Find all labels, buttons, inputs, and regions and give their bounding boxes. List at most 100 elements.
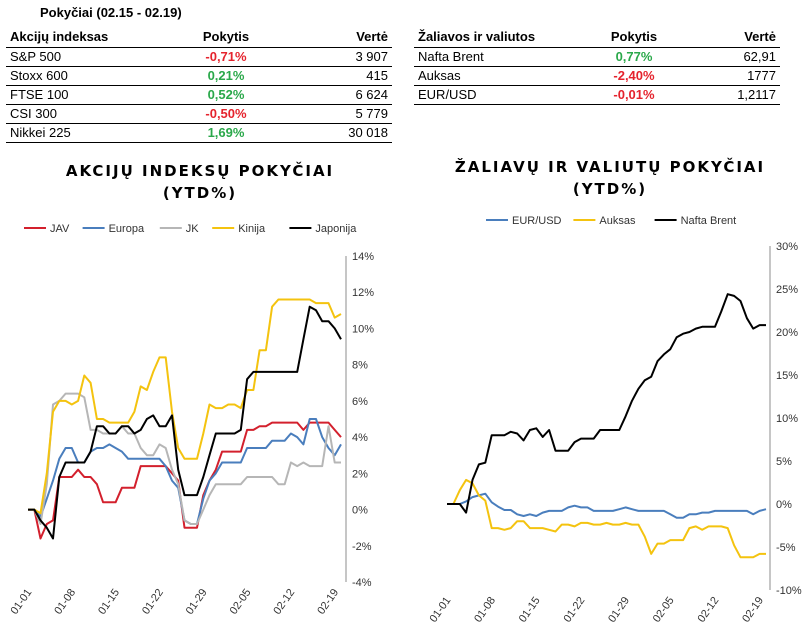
chart1-x-tick-label: 01-22 (140, 587, 166, 617)
chart2-title-block: ŽALIAVŲ IR VALIUTŲ POKYČIAI (YTD%) (410, 156, 810, 200)
chart1-y-tick-label: 12% (352, 287, 374, 299)
chart1-y-tick-label: 6% (352, 396, 368, 408)
chart2-y-tick-label: 10% (776, 413, 798, 425)
chart1-series-europa (28, 418, 342, 525)
chart2-series-eur-usd (447, 492, 767, 519)
table-row: Stoxx 600 0,21% 415 (6, 66, 392, 86)
table-row: FTSE 100 0,52% 6 624 (6, 85, 392, 105)
table-row: Nafta Brent 0,77% 62,91 (414, 47, 780, 67)
chart2-y-tick-label: 30% (776, 241, 798, 253)
chart1-legend-label: JAV (50, 223, 70, 235)
row-name: CSI 300 (6, 104, 172, 124)
header-value: Vertė (280, 27, 392, 48)
chart1-legend-label: JK (186, 223, 200, 235)
chart2-y-tick-label: 5% (776, 456, 792, 468)
chart1-x-tick-label: 02-19 (315, 587, 341, 617)
chart1-y-tick-label: 10% (352, 323, 374, 335)
header-index: Akcijų indeksas (6, 27, 172, 48)
row-name: EUR/USD (414, 85, 580, 105)
table-row: CSI 300 -0,50% 5 779 (6, 104, 392, 124)
row-change: -0,01% (580, 85, 688, 105)
indices-table: Akcijų indeksas Pokytis Vertė S&P 500 -0,… (6, 27, 392, 143)
table-row: Auksas -2,40% 1777 (414, 66, 780, 86)
row-change: 0,77% (580, 47, 688, 67)
chart2-legend-label: Auksas (599, 215, 636, 227)
chart2-y-tick-label: 15% (776, 370, 798, 382)
chart2-x-tick-label: 01-15 (517, 595, 543, 625)
chart1-x-tick-label: 01-15 (96, 587, 122, 617)
row-value: 415 (280, 66, 392, 86)
period-label: Pokyčiai (02.15 - 02.19) (40, 5, 182, 20)
row-name: Stoxx 600 (6, 66, 172, 86)
row-change: 1,69% (172, 123, 280, 143)
row-value: 6 624 (280, 85, 392, 105)
row-change: -0,50% (172, 104, 280, 124)
row-value: 1,2117 (688, 85, 780, 105)
chart2-x-tick-label: 01-29 (606, 595, 632, 625)
header-change: Pokytis (580, 27, 688, 48)
indices-table-header: Akcijų indeksas Pokytis Vertė (6, 27, 392, 48)
chart1-y-tick-label: 14% (352, 251, 374, 263)
chart2-legend-label: Nafta Brent (681, 215, 737, 227)
chart2-series-nafta-brent (447, 293, 766, 514)
row-value: 3 907 (280, 47, 392, 67)
chart1-series-jav (28, 421, 342, 540)
row-name: FTSE 100 (6, 85, 172, 105)
row-value: 1777 (688, 66, 780, 86)
header-value: Vertė (688, 27, 780, 48)
row-change: 0,52% (172, 85, 280, 105)
table-row: EUR/USD -0,01% 1,2117 (414, 85, 780, 105)
chart2-title: ŽALIAVŲ IR VALIUTŲ POKYČIAI (454, 158, 766, 176)
header-change: Pokytis (172, 27, 280, 48)
chart1-series-japonija (28, 305, 342, 540)
chart1-x-tick-label: 02-05 (228, 587, 254, 617)
chart2-x-tick-label: 01-22 (561, 595, 587, 625)
chart2-y-tick-label: 25% (776, 284, 798, 296)
chart1-legend-label: Europa (109, 223, 145, 235)
chart1-y-tick-label: -4% (352, 577, 372, 589)
commodities-table-header: Žaliavos ir valiutos Pokytis Vertė (414, 27, 780, 48)
chart1-title: AKCIJŲ INDEKSŲ POKYČIAI (65, 162, 335, 180)
chart1-y-tick-label: -2% (352, 541, 372, 553)
chart2-subtitle: (YTD%) (572, 180, 648, 198)
row-value: 30 018 (280, 123, 392, 143)
chart1-legend-label: Kinija (238, 223, 266, 235)
chart1-subtitle: (YTD%) (162, 184, 238, 202)
chart1-y-tick-label: 8% (352, 360, 368, 372)
chart1-legend-label: Japonija (315, 223, 357, 235)
table-row: Nikkei 225 1,69% 30 018 (6, 123, 392, 143)
row-name: Nafta Brent (414, 47, 580, 67)
chart2-y-tick-label: 20% (776, 327, 798, 339)
chart1-x-tick-label: 01-29 (184, 587, 210, 617)
chart1-x-tick-label: 02-12 (271, 587, 297, 617)
chart2-series-auksas (447, 478, 766, 559)
commodities-table: Žaliavos ir valiutos Pokytis Vertė Nafta… (414, 27, 780, 105)
header-commodity: Žaliavos ir valiutos (414, 27, 580, 48)
chart2-x-tick-label: 02-05 (651, 595, 677, 625)
chart1-series-kinija (28, 298, 342, 515)
row-change: -0,71% (172, 47, 280, 67)
row-name: S&P 500 (6, 47, 172, 67)
row-change: -2,40% (580, 66, 688, 86)
row-name: Auksas (414, 66, 580, 86)
chart1-title-block: AKCIJŲ INDEKSŲ POKYČIAI (YTD%) (0, 160, 400, 204)
chart2-x-tick-label: 01-01 (427, 595, 453, 625)
chart1-y-tick-label: 2% (352, 468, 368, 480)
row-change: 0,21% (172, 66, 280, 86)
chart1-x-tick-label: 01-08 (52, 587, 78, 617)
row-value: 5 779 (280, 104, 392, 124)
chart2-x-tick-label: 02-19 (740, 595, 766, 625)
row-name: Nikkei 225 (6, 123, 172, 143)
chart2-x-tick-label: 01-08 (472, 595, 498, 625)
chart2-legend-label: EUR/USD (512, 215, 562, 227)
chart2-x-tick-label: 02-12 (695, 595, 721, 625)
chart1-x-tick-label: 01-01 (8, 587, 34, 617)
row-value: 62,91 (688, 47, 780, 67)
chart2-y-tick-label: 0% (776, 499, 792, 511)
chart1-y-tick-label: 4% (352, 432, 368, 444)
chart2-y-tick-label: -5% (776, 542, 796, 554)
table-row: S&P 500 -0,71% 3 907 (6, 47, 392, 67)
chart1-y-tick-label: 0% (352, 505, 368, 517)
chart2-y-tick-label: -10% (776, 585, 802, 597)
